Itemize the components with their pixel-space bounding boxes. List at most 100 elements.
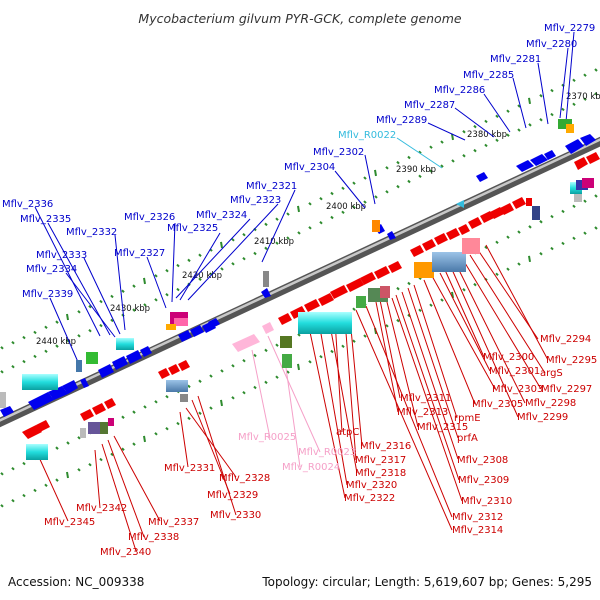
gene-label[interactable]: Mflv_2285 bbox=[463, 70, 514, 81]
rna-label[interactable]: Mflv_R0025 bbox=[238, 432, 296, 443]
tick-mark bbox=[264, 348, 268, 353]
gene-label[interactable]: Mflv_2318 bbox=[355, 468, 406, 479]
gene-label[interactable]: Mflv_2317 bbox=[355, 455, 406, 466]
tick-mark bbox=[0, 346, 4, 350]
gene-block bbox=[22, 374, 58, 390]
gene-label[interactable]: Mflv_2295 bbox=[546, 355, 597, 366]
gene-label[interactable]: Mflv_2287 bbox=[404, 100, 455, 111]
tick-mark bbox=[165, 426, 169, 431]
top-gene-labels: Mflv_2279 Mflv_2280 Mflv_2281 Mflv_2285 … bbox=[2, 23, 595, 300]
gene-label[interactable]: argS bbox=[540, 368, 563, 379]
tick-mark bbox=[308, 226, 312, 230]
gene-label[interactable]: Mflv_2313 bbox=[397, 407, 448, 418]
gene-label[interactable]: Mflv_2320 bbox=[346, 480, 397, 491]
tick-mark bbox=[88, 304, 92, 309]
tick-mark bbox=[99, 323, 103, 328]
forward-strand-features bbox=[0, 119, 574, 408]
gene-label[interactable]: rpmE bbox=[454, 413, 481, 424]
gene-block bbox=[526, 198, 532, 206]
gene-label[interactable]: Mflv_2298 bbox=[525, 398, 576, 409]
tick-mark bbox=[396, 286, 400, 291]
gene-label[interactable]: Mflv_2308 bbox=[457, 455, 508, 466]
rna-label[interactable]: Mflv_R0023 bbox=[298, 447, 356, 458]
gene-label[interactable]: Mflv_2315 bbox=[417, 422, 468, 433]
tick-mark bbox=[330, 191, 334, 196]
gene-arrow bbox=[80, 378, 89, 388]
tick-mark bbox=[429, 169, 433, 173]
gene-label[interactable]: Mflv_2294 bbox=[540, 334, 591, 345]
gene-block bbox=[356, 296, 366, 308]
gene-label[interactable]: Mflv_2332 bbox=[66, 227, 117, 238]
tick-mark bbox=[352, 205, 356, 209]
gene-label[interactable]: Mflv_2305 bbox=[472, 399, 523, 410]
gene-label[interactable]: Mflv_2300 bbox=[483, 352, 534, 363]
gene-arrow bbox=[516, 160, 534, 172]
rna-label[interactable]: Mflv_R0022 bbox=[338, 130, 396, 141]
gene-label[interactable]: Mflv_2304 bbox=[284, 162, 335, 173]
gene-label[interactable]: Mflv_2281 bbox=[490, 54, 541, 65]
gene-label[interactable]: Mflv_2330 bbox=[210, 510, 261, 521]
tick-mark bbox=[242, 256, 246, 261]
gene-block bbox=[76, 360, 82, 372]
gene-label[interactable]: Mflv_2324 bbox=[196, 210, 247, 221]
gene-block bbox=[116, 338, 134, 350]
tick-mark bbox=[484, 119, 488, 124]
gene-label[interactable]: Mflv_2321 bbox=[246, 181, 297, 192]
gene-label[interactable]: Mflv_2337 bbox=[148, 517, 199, 528]
gene-label[interactable]: Mflv_2289 bbox=[376, 115, 427, 126]
gene-label[interactable]: Mflv_2280 bbox=[526, 39, 577, 50]
gene-label[interactable]: Mflv_2311 bbox=[400, 393, 451, 404]
gene-label[interactable]: Mflv_2326 bbox=[124, 212, 175, 223]
tick-mark bbox=[297, 363, 300, 371]
tick-mark bbox=[352, 307, 356, 311]
gene-arrow bbox=[512, 197, 526, 209]
gene-label[interactable]: Mflv_2331 bbox=[164, 463, 215, 474]
gene-label[interactable]: Mflv_2299 bbox=[517, 412, 568, 423]
gene-label[interactable]: Mflv_2335 bbox=[20, 214, 71, 225]
tick-mark bbox=[319, 220, 323, 225]
tick-mark bbox=[539, 118, 543, 122]
gene-label[interactable]: Mflv_2336 bbox=[2, 199, 53, 210]
kbp-label: 2370 kbp bbox=[566, 92, 600, 102]
gene-label[interactable]: Mflv_2314 bbox=[452, 525, 503, 536]
gene-label[interactable]: Mflv_2297 bbox=[541, 384, 592, 395]
tick-mark bbox=[495, 138, 499, 143]
gene-label[interactable]: Mflv_2325 bbox=[167, 223, 218, 234]
gene-label[interactable]: Mflv_2345 bbox=[44, 517, 95, 528]
tick-mark bbox=[286, 370, 290, 374]
tick-mark bbox=[44, 349, 48, 353]
rna-label[interactable]: Mflv_R0024 bbox=[282, 462, 340, 473]
gene-label[interactable]: Mflv_2322 bbox=[344, 493, 395, 504]
tick-mark bbox=[44, 325, 48, 329]
gene-label[interactable]: Mflv_2329 bbox=[207, 490, 258, 501]
gene-label[interactable]: Mflv_2340 bbox=[100, 547, 151, 558]
gene-label[interactable]: Mflv_2328 bbox=[219, 473, 270, 484]
tick-mark bbox=[550, 246, 554, 251]
gene-label[interactable]: Mflv_2334 bbox=[26, 264, 77, 275]
tick-mark bbox=[286, 212, 290, 216]
gene-label[interactable]: Mflv_2333 bbox=[36, 250, 87, 261]
accession-text: Accession: NC_009338 bbox=[8, 575, 144, 589]
tick-mark bbox=[110, 294, 114, 299]
gene-arrow bbox=[580, 134, 596, 146]
gene-label[interactable]: Mflv_2327 bbox=[114, 248, 165, 259]
gene-label[interactable]: Mflv_2312 bbox=[452, 512, 503, 523]
gene-label[interactable]: Mflv_2303 bbox=[492, 384, 543, 395]
gene-label[interactable]: Mflv_2286 bbox=[434, 85, 485, 96]
gene-label[interactable]: Mflv_2279 bbox=[544, 23, 595, 34]
gene-label[interactable]: Mflv_2339 bbox=[22, 289, 73, 300]
gene-label[interactable]: Mflv_2323 bbox=[230, 195, 281, 206]
tick-mark bbox=[231, 262, 235, 266]
gene-label[interactable]: Mflv_2301 bbox=[489, 366, 540, 377]
gene-label[interactable]: Mflv_2310 bbox=[461, 496, 512, 507]
gene-label[interactable]: atpC bbox=[336, 427, 359, 438]
gene-label[interactable]: Mflv_2316 bbox=[360, 441, 411, 452]
tick-mark bbox=[429, 145, 433, 149]
gene-label[interactable]: Mflv_2302 bbox=[313, 147, 364, 158]
gene-label[interactable]: Mflv_2309 bbox=[458, 475, 509, 486]
kbp-label: 2440 kbp bbox=[36, 337, 76, 347]
tick-mark bbox=[583, 199, 587, 203]
gene-label[interactable]: Mflv_2338 bbox=[128, 532, 179, 543]
gene-label[interactable]: prfA bbox=[457, 433, 478, 444]
gene-label[interactable]: Mflv_2342 bbox=[76, 503, 127, 514]
